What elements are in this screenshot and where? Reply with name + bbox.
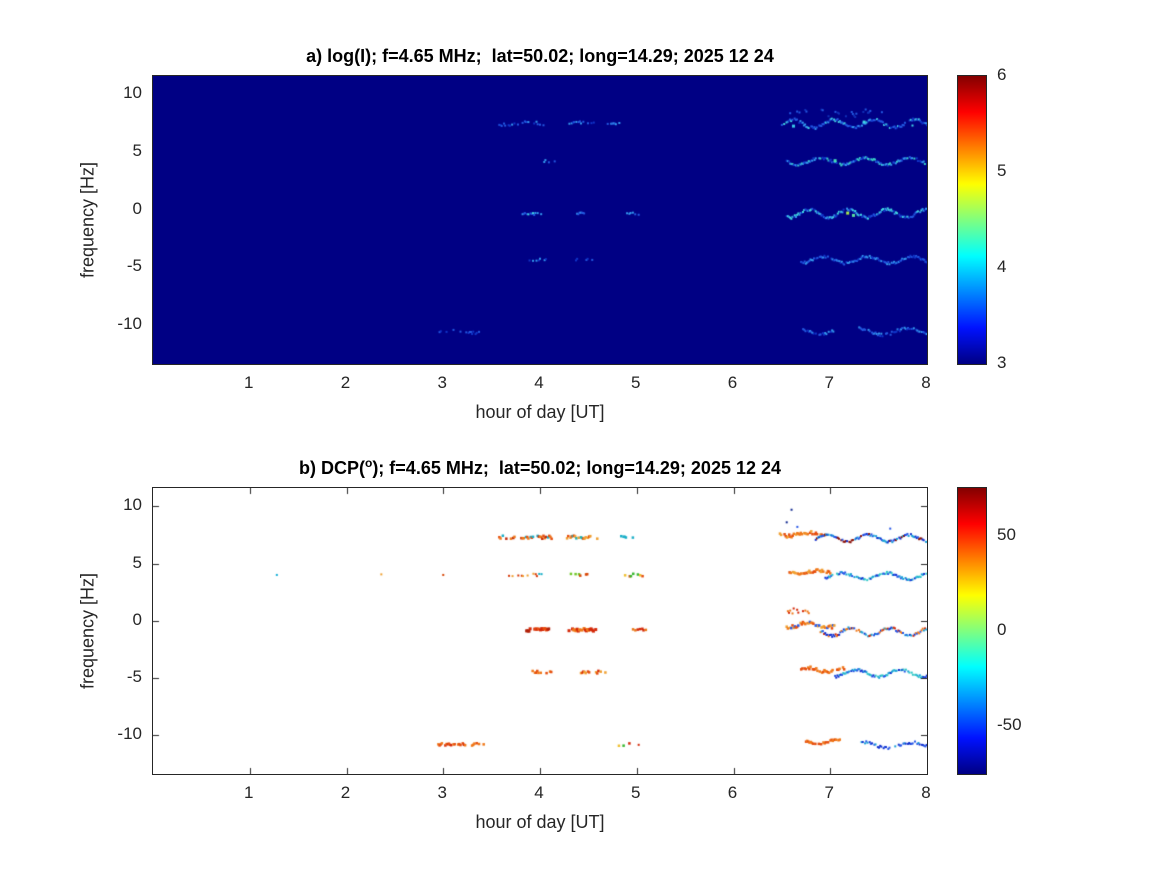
- x-tick-label: 8: [921, 373, 931, 392]
- x-tick-label: 7: [824, 373, 834, 392]
- x-tick-label: 1: [244, 783, 254, 802]
- x-axis-label: hour of day [UT]: [475, 402, 605, 422]
- colorbar-canvas: [958, 76, 986, 364]
- title-text-suffix: ); f=4.65 MHz; lat=50.02; long=14.29; 20…: [372, 458, 782, 478]
- y-tick-label: 10: [123, 83, 142, 103]
- x-tick-label: 4: [534, 373, 544, 392]
- y-tick-label: 0: [132, 609, 142, 629]
- x-axis-label: hour of day [UT]: [475, 812, 605, 832]
- x-tick-label: 5: [631, 783, 641, 802]
- colorbar-tick-label: 5: [997, 161, 1007, 180]
- x-tick-label: 8: [921, 783, 931, 802]
- spectrogram-canvas: [153, 76, 927, 364]
- title-text: b) DCP(: [298, 458, 365, 478]
- y-tick-label: 5: [132, 141, 142, 161]
- x-tick-label: 2: [340, 783, 351, 802]
- colorbar-tick-label: 4: [997, 257, 1007, 276]
- colorbar-tick-label: 6: [997, 65, 1007, 84]
- x-tick-label: 7: [824, 783, 834, 802]
- x-tick-label: 6: [727, 373, 738, 392]
- colorbar-tick-label: 50: [997, 524, 1016, 544]
- x-tick-label: 1: [244, 373, 254, 392]
- colorbar-tick-label: -50: [997, 715, 1022, 735]
- x-tick-label: 6: [727, 783, 738, 802]
- colorbar: [957, 75, 987, 365]
- x-tick-label: 4: [534, 783, 544, 802]
- y-tick-label: -5: [126, 666, 142, 686]
- colorbar-canvas: [958, 488, 986, 774]
- y-tick-label: 5: [132, 552, 142, 572]
- spectrogram-canvas: [153, 488, 927, 774]
- y-tick-label: 0: [132, 198, 142, 218]
- plot-area: [152, 75, 928, 365]
- y-tick-label: 10: [123, 495, 142, 515]
- colorbar-tick-label: 3: [997, 353, 1007, 372]
- y-tick-label: -5: [126, 256, 142, 276]
- colorbar-tick-label: 0: [997, 620, 1007, 639]
- plot-area: [152, 487, 928, 775]
- chart-title-a: a) log(I); f=4.65 MHz; lat=50.02; long=1…: [152, 44, 928, 67]
- x-tick-label: 2: [340, 373, 351, 392]
- y-tick-label: -10: [117, 724, 142, 744]
- x-tick-label: 3: [437, 373, 447, 392]
- x-tick-label: 3: [437, 783, 447, 802]
- x-tick-label: 5: [631, 373, 641, 392]
- title-superscript: o: [364, 456, 373, 470]
- y-tick-label: -10: [117, 313, 142, 333]
- chart-title-b: b) DCP(o); f=4.65 MHz; lat=50.02; long=1…: [152, 456, 928, 479]
- colorbar: [957, 487, 987, 775]
- title-text: a) log(I); f=4.65 MHz; lat=50.02; long=1…: [306, 46, 774, 66]
